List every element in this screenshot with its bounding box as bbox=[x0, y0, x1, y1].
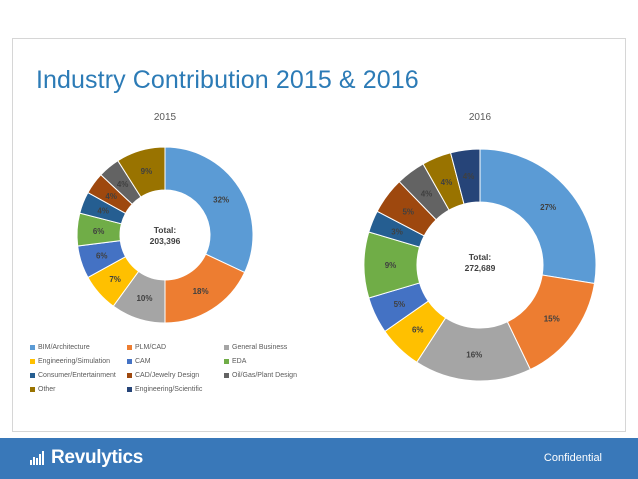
center-value-2015: 203,396 bbox=[150, 236, 181, 246]
legend-label: CAM bbox=[135, 358, 151, 365]
legend-item: PLM/CAD bbox=[127, 344, 224, 351]
slice-2016-bim-architecture bbox=[479, 148, 597, 285]
legend-label: PLM/CAD bbox=[135, 344, 167, 351]
legend-swatch bbox=[30, 373, 35, 378]
chart-legend: BIM/Architecture PLM/CAD General Busines… bbox=[30, 344, 360, 393]
bar-chart-icon bbox=[30, 451, 44, 465]
chart-title-2015: 2015 bbox=[154, 112, 177, 123]
data-label-2015-2: 10% bbox=[136, 294, 152, 303]
data-label-2015-0: 32% bbox=[213, 195, 229, 204]
legend-label: BIM/Architecture bbox=[38, 344, 90, 351]
legend-item: Oil/Gas/Plant Design bbox=[224, 372, 360, 379]
data-label-2016-9: 4% bbox=[441, 178, 453, 187]
data-label-2016-0: 27% bbox=[540, 203, 556, 212]
donut-2016: 27% 15% 16% 6% 5% 9% 3% 5% 4% 4% 4% bbox=[363, 148, 597, 382]
slice-2016-engineering-scientific bbox=[449, 148, 481, 205]
legend-swatch bbox=[127, 345, 132, 350]
legend-label: Other bbox=[38, 386, 56, 393]
legend-item: EDA bbox=[224, 358, 360, 365]
legend-swatch bbox=[30, 359, 35, 364]
legend-swatch bbox=[127, 373, 132, 378]
legend-item: Engineering/Simulation bbox=[30, 358, 127, 365]
confidential-label: Confidential bbox=[543, 452, 602, 464]
data-label-2016-7: 5% bbox=[402, 207, 414, 216]
legend-swatch bbox=[30, 387, 35, 392]
brand-logo[interactable]: Revulytics bbox=[30, 447, 143, 469]
legend-item: CAM bbox=[127, 358, 224, 365]
legend-label: EDA bbox=[232, 358, 247, 365]
legend-item: CAD/Jewelry Design bbox=[127, 372, 224, 379]
data-label-2015-7: 4% bbox=[105, 192, 117, 201]
legend-label: General Business bbox=[232, 344, 288, 351]
data-label-2016-8: 4% bbox=[421, 189, 433, 198]
data-label-2016-3: 6% bbox=[412, 325, 424, 334]
legend-item: BIM/Architecture bbox=[30, 344, 127, 351]
footer-bar bbox=[0, 438, 638, 479]
legend-swatch bbox=[224, 373, 229, 378]
legend-item: Other bbox=[30, 386, 127, 393]
legend-label: Consumer/Entertainment bbox=[38, 372, 116, 379]
chart-title-2016: 2016 bbox=[469, 112, 492, 123]
slice-2015-bim-architecture bbox=[164, 146, 254, 274]
legend-label: Engineering/Scientific bbox=[135, 386, 203, 393]
data-label-2016-1: 15% bbox=[544, 315, 560, 324]
data-label-2015-4: 6% bbox=[96, 252, 108, 261]
legend-swatch bbox=[224, 345, 229, 350]
legend-swatch bbox=[224, 359, 229, 364]
data-label-2016-10: 4% bbox=[463, 172, 475, 181]
legend-label: Engineering/Simulation bbox=[38, 358, 110, 365]
data-label-2015-6: 4% bbox=[97, 207, 109, 216]
center-label-2016: Total: bbox=[469, 252, 492, 262]
legend-swatch bbox=[30, 345, 35, 350]
legend-item: Consumer/Entertainment bbox=[30, 372, 127, 379]
data-label-2016-4: 5% bbox=[394, 300, 406, 309]
legend-label: Oil/Gas/Plant Design bbox=[232, 372, 297, 379]
slide-title: Industry Contribution 2015 & 2016 bbox=[36, 66, 419, 94]
data-label-2016-6: 3% bbox=[391, 227, 403, 236]
center-value-2016: 272,689 bbox=[465, 263, 496, 273]
data-label-2015-1: 18% bbox=[193, 287, 209, 296]
slice-2015-other bbox=[117, 146, 166, 198]
legend-swatch bbox=[127, 359, 132, 364]
data-label-2016-2: 16% bbox=[466, 350, 482, 359]
legend-label: CAD/Jewelry Design bbox=[135, 372, 200, 379]
donut-2015: 32%18%10%7%6%6%4%4%4%9% bbox=[76, 146, 254, 324]
legend-item: Engineering/Scientific bbox=[127, 386, 224, 393]
legend-swatch bbox=[127, 387, 132, 392]
data-label-2015-5: 6% bbox=[93, 227, 105, 236]
data-label-2015-3: 7% bbox=[109, 275, 121, 284]
data-label-2015-8: 4% bbox=[117, 180, 129, 189]
logo-text: Revulytics bbox=[51, 447, 144, 468]
center-label-2015: Total: bbox=[154, 225, 177, 235]
data-label-2016-5: 9% bbox=[385, 261, 397, 270]
legend-item: General Business bbox=[224, 344, 360, 351]
data-label-2015-9: 9% bbox=[141, 167, 153, 176]
